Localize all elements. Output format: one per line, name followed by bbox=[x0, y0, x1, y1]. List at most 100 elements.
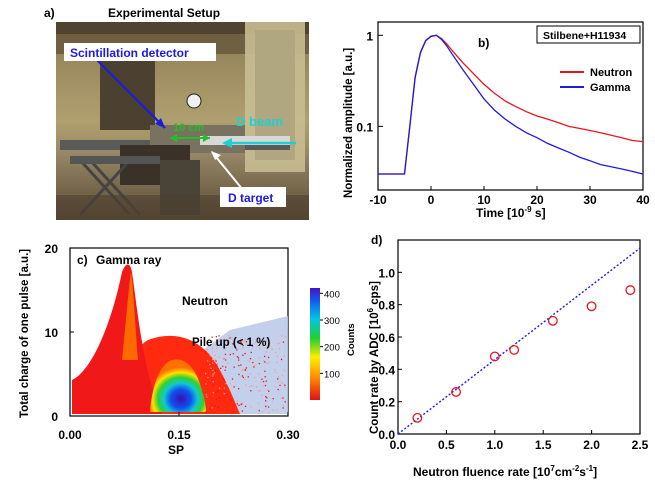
noise-dot bbox=[232, 353, 234, 355]
noise-dot bbox=[237, 357, 240, 359]
noise-dot bbox=[284, 336, 287, 338]
panel-d-ytick-label: 0.2 bbox=[378, 396, 395, 410]
noise-dot bbox=[222, 365, 224, 367]
noise-dot bbox=[206, 396, 208, 398]
data-point bbox=[489, 351, 500, 362]
noise-dot bbox=[275, 371, 277, 373]
noise-dot bbox=[277, 381, 279, 383]
noise-dot bbox=[243, 340, 245, 342]
noise-dot bbox=[282, 407, 284, 409]
panel-b-xtick-label: 30 bbox=[583, 193, 597, 207]
panel-b-letter: b) bbox=[478, 36, 489, 50]
noise-dot bbox=[276, 361, 278, 364]
noise-dot bbox=[205, 373, 207, 375]
noise-dot bbox=[255, 363, 257, 366]
noise-dot bbox=[244, 405, 247, 407]
noise-dot bbox=[277, 388, 279, 391]
noise-dot bbox=[268, 406, 270, 408]
noise-dot bbox=[281, 335, 283, 337]
noise-dot bbox=[238, 373, 240, 376]
noise-dot bbox=[265, 400, 267, 402]
noise-dot bbox=[238, 359, 240, 361]
annotation-neutron: Neutron bbox=[182, 294, 228, 308]
noise-dot bbox=[224, 391, 226, 393]
noise-dot bbox=[283, 355, 285, 357]
noise-dot bbox=[277, 378, 279, 380]
noise-dot bbox=[236, 403, 238, 405]
panel-c-ytick-label: 0 bbox=[51, 410, 58, 424]
noise-dot bbox=[268, 390, 270, 392]
noise-dot bbox=[258, 356, 260, 359]
panel-d-marks bbox=[397, 247, 641, 435]
noise-dot bbox=[250, 351, 252, 354]
noise-dot bbox=[257, 345, 259, 347]
noise-dot bbox=[218, 335, 220, 337]
panel-a-letter: a) bbox=[44, 6, 55, 20]
noise-dot bbox=[254, 377, 256, 379]
noise-dot bbox=[268, 412, 270, 414]
colorbar-tick-label: 300 bbox=[324, 316, 340, 327]
noise-dot bbox=[282, 404, 284, 406]
label-d-target: D target bbox=[228, 191, 273, 205]
noise-dot bbox=[209, 355, 211, 357]
noise-dot bbox=[219, 340, 221, 342]
noise-dot bbox=[247, 376, 249, 378]
annotation-gamma-ray: Gamma ray bbox=[96, 253, 162, 267]
noise-dot bbox=[245, 341, 248, 343]
noise-dot bbox=[211, 340, 213, 342]
noise-dot bbox=[215, 391, 217, 394]
noise-dot bbox=[271, 348, 273, 350]
fit-line bbox=[397, 247, 641, 435]
noise-dot bbox=[249, 358, 252, 360]
noise-dot bbox=[283, 369, 286, 372]
noise-dot bbox=[262, 380, 265, 383]
noise-dot bbox=[276, 355, 278, 357]
noise-dot bbox=[263, 360, 265, 362]
noise-dot bbox=[245, 367, 248, 369]
noise-dot bbox=[240, 403, 242, 406]
noise-dot bbox=[251, 345, 254, 347]
noise-dot bbox=[271, 400, 273, 403]
label-distance: 10 cm bbox=[173, 122, 204, 134]
noise-dot bbox=[223, 358, 225, 360]
noise-dot bbox=[262, 384, 264, 387]
noise-dot bbox=[244, 378, 246, 380]
noise-dot bbox=[264, 355, 266, 358]
noise-dot bbox=[232, 411, 234, 413]
noise-dot bbox=[218, 397, 220, 399]
noise-dot bbox=[211, 403, 213, 405]
noise-dot bbox=[265, 351, 268, 353]
noise-dot bbox=[265, 405, 267, 407]
legend-label-neutron: Neutron bbox=[590, 67, 632, 79]
panel-a: a) Experimental Setup Scintillation dete bbox=[44, 6, 309, 220]
noise-dot bbox=[282, 341, 285, 343]
panel-b-xtick-label: 10 bbox=[477, 193, 491, 207]
noise-dot bbox=[212, 358, 214, 361]
photo-annotations: Scintillation detector 10 cm D beam D ta… bbox=[64, 43, 296, 207]
noise-dot bbox=[215, 336, 217, 338]
noise-dot bbox=[230, 399, 232, 401]
panel-c-ytick-label: 10 bbox=[45, 326, 59, 340]
panel-d-xtick-label: 0.0 bbox=[390, 438, 407, 452]
colorbar-tick-label: 200 bbox=[324, 343, 340, 354]
panel-c-ticks: 0.00 0.15 0.30 0 10 20 bbox=[45, 242, 300, 442]
noise-dot bbox=[215, 360, 217, 362]
panel-b-ytick-label: 0.1 bbox=[356, 120, 373, 134]
panel-d-ytick-label: 0.4 bbox=[378, 363, 395, 377]
noise-dot bbox=[225, 383, 227, 385]
noise-dot bbox=[212, 384, 214, 386]
noise-dot bbox=[280, 358, 283, 360]
panel-b-frame bbox=[377, 21, 644, 191]
noise-dot bbox=[259, 381, 262, 383]
panel-c: 0.00 0.15 0.30 0 10 20 c) Gamma ray Neutron P… bbox=[19, 242, 357, 457]
noise-dot bbox=[274, 351, 277, 354]
panel-d-ytick-label: 0.6 bbox=[378, 331, 395, 345]
data-point bbox=[586, 301, 597, 312]
noise-dot bbox=[233, 366, 235, 368]
panel-a-title: Experimental Setup bbox=[108, 6, 220, 20]
colorbar-tick-label: 400 bbox=[324, 289, 340, 300]
noise-dot bbox=[272, 398, 274, 400]
noise-dot bbox=[244, 367, 246, 369]
noise-dot bbox=[241, 375, 244, 377]
noise-dot bbox=[240, 340, 242, 343]
